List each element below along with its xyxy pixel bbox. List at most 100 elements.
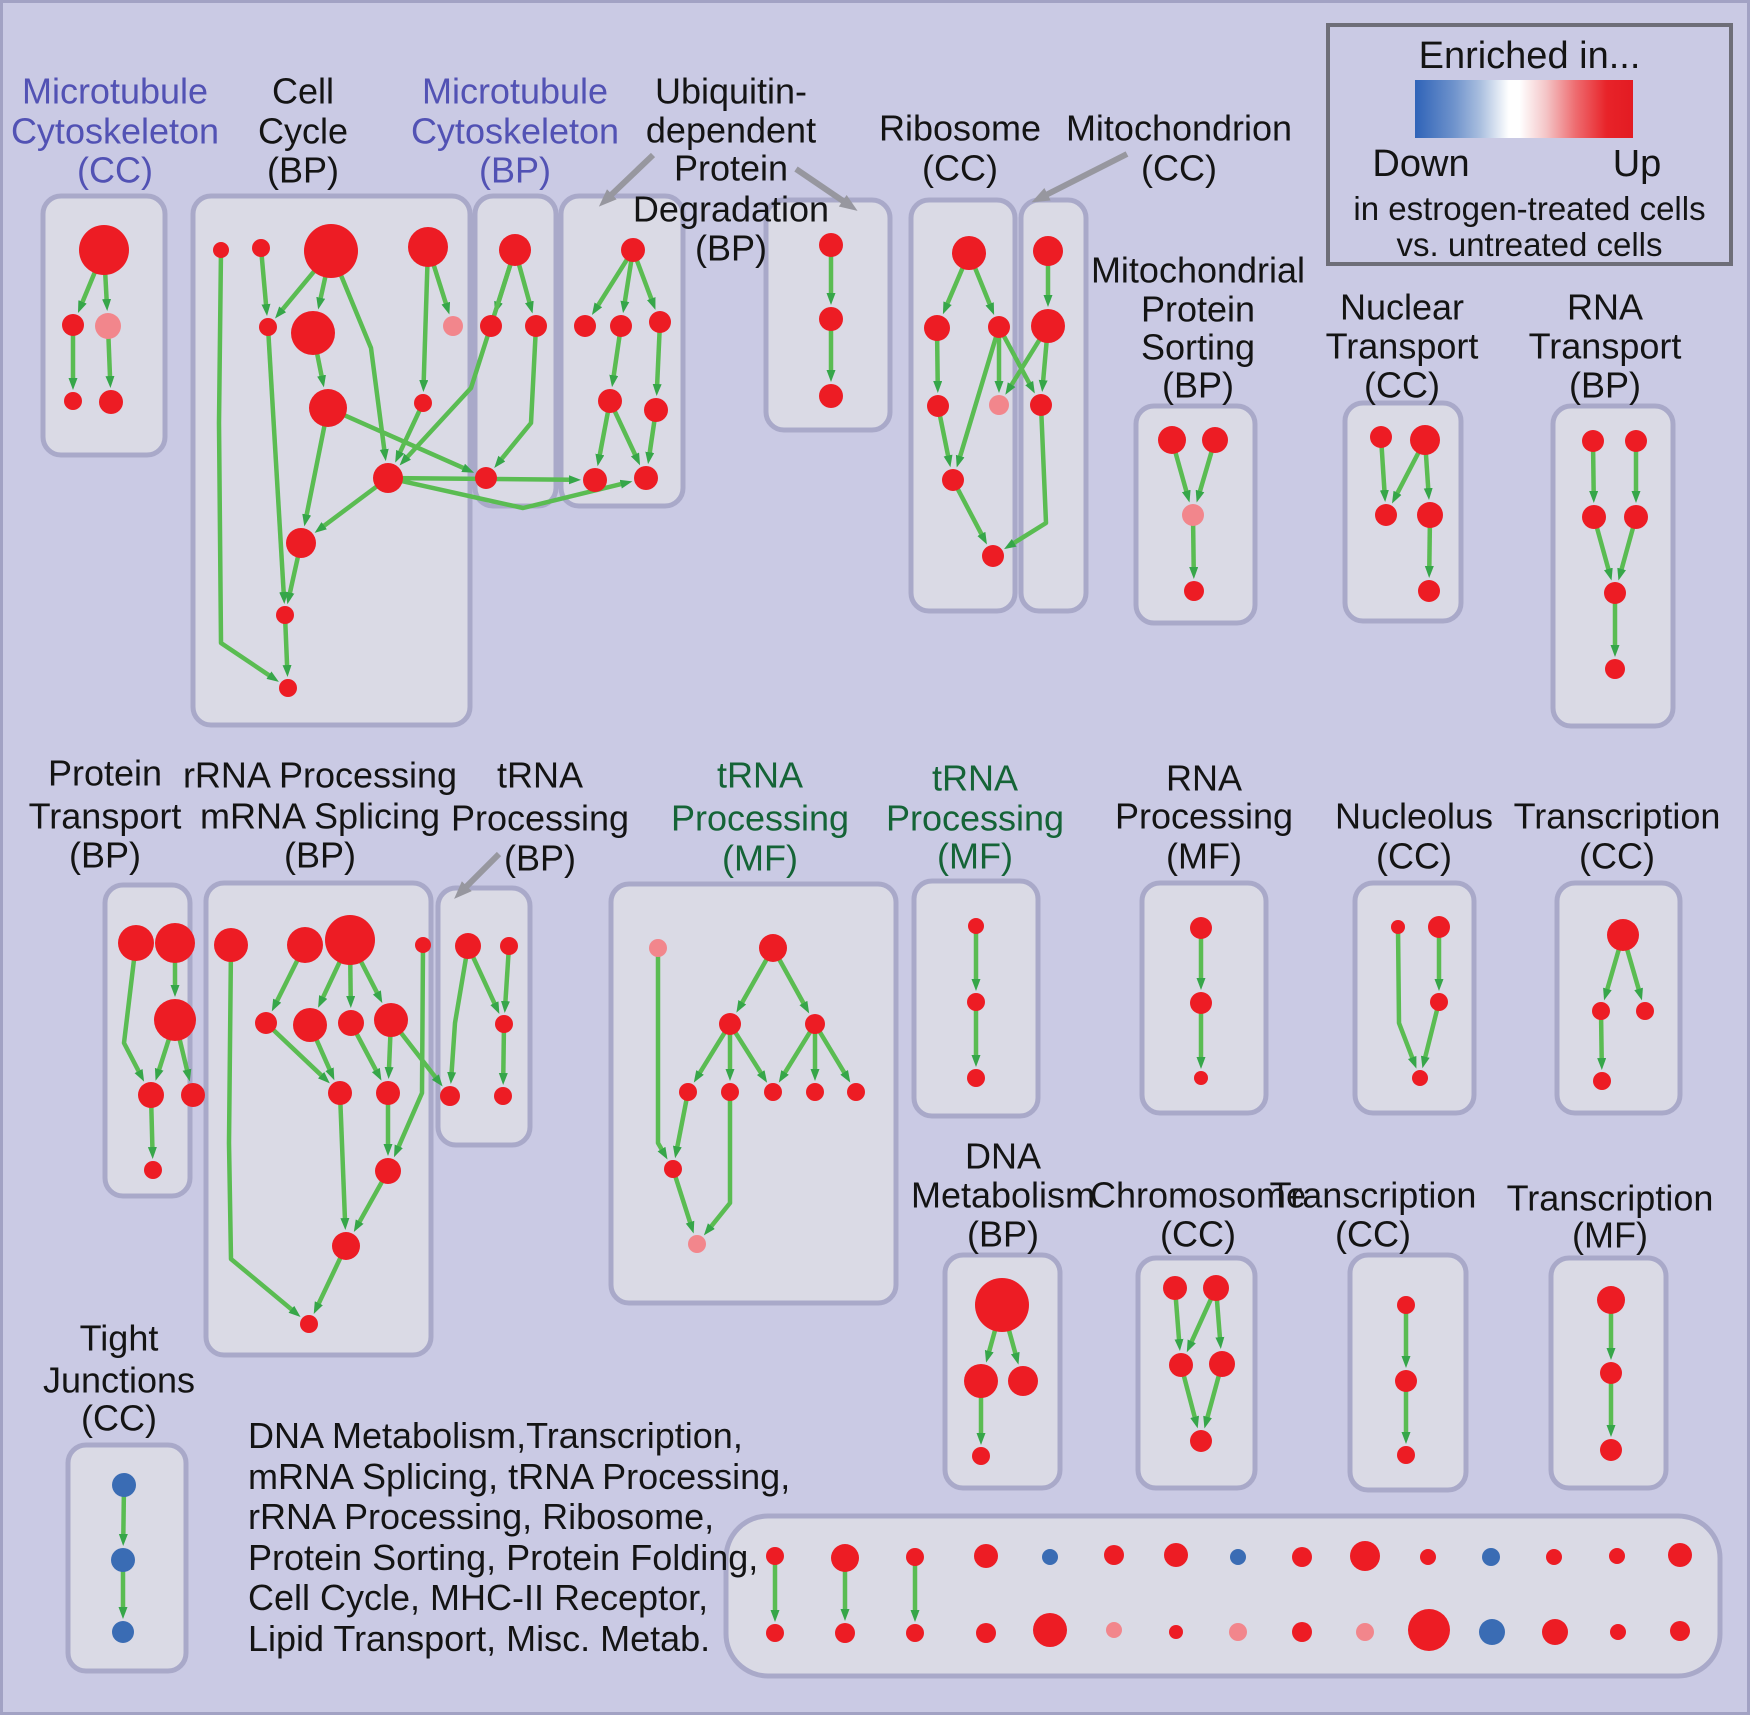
- nodes-layer: [62, 224, 1692, 1651]
- transcription-mf-label: Transcription: [1507, 1178, 1714, 1219]
- edge: [335, 265, 389, 462]
- legend-subtitle-line1: in estrogen-treated cells: [1353, 190, 1706, 227]
- legend-subtitle-line2: vs. untreated cells: [1396, 226, 1663, 263]
- mitochondrion-cc-node: [1030, 394, 1052, 416]
- edge: [1004, 411, 1049, 550]
- microtubule-cytoskeleton-bp-node: [475, 467, 497, 489]
- note-line: Cell Cycle, MHC-II Receptor,: [248, 1577, 709, 1618]
- chromosome-cc-label: (CC): [1160, 1214, 1236, 1255]
- ubiquitin-degradation-bp-2-node: [819, 233, 843, 257]
- microtubule-cytoskeleton-cc-label: Microtubule: [22, 71, 208, 112]
- microtubule-cytoskeleton-bp-label: (BP): [479, 150, 551, 191]
- edge: [942, 261, 968, 315]
- edge: [655, 953, 668, 1160]
- cell-cycle-bp-node: [286, 528, 316, 558]
- edges-layer: [68, 151, 1643, 1622]
- edge: [312, 1033, 335, 1081]
- edge: [226, 955, 301, 1317]
- chromosome-cc-node: [1163, 1276, 1187, 1300]
- dna-metabolism-bp-label: DNA: [965, 1136, 1041, 1177]
- edge: [1423, 448, 1433, 501]
- misc-categories-node: [1169, 1625, 1183, 1639]
- transcription-cc-2-label: Transcription: [1270, 1175, 1477, 1216]
- tight-junctions-cc-label: Tight: [80, 1318, 159, 1359]
- misc-categories-node: [1420, 1549, 1436, 1565]
- misc-categories-node: [1610, 1624, 1626, 1640]
- rna-processing-mf-node: [1190, 917, 1212, 939]
- protein-transport-bp-node: [154, 999, 196, 1041]
- edge: [515, 258, 534, 314]
- rrna-processing-mrna-splicing-bp-node: [374, 1003, 408, 1037]
- edge: [285, 551, 302, 605]
- edge: [419, 258, 430, 393]
- rrna-processing-mrna-splicing-bp-node: [287, 927, 323, 963]
- nuclear-transport-cc-box: [1342, 400, 1464, 624]
- microtubule-cytoskeleton-bp-node: [525, 315, 547, 337]
- misc-categories-node: [1609, 1548, 1625, 1564]
- cell-cycle-bp-node: [443, 316, 463, 336]
- dna-metabolism-bp-node: [1008, 1366, 1038, 1396]
- edge: [269, 1025, 330, 1084]
- edge: [1391, 446, 1423, 504]
- edge: [955, 332, 1000, 468]
- cell-cycle-bp-node: [279, 679, 297, 697]
- rna-transport-bp-label: (BP): [1569, 365, 1641, 406]
- misc-categories-note: DNA Metabolism,Transcription, mRNA Splic…: [248, 1415, 790, 1659]
- nucleolus-cc-node: [1430, 993, 1448, 1011]
- edge: [595, 407, 611, 467]
- edge: [937, 412, 953, 468]
- rrna-processing-mrna-splicing-bp-node: [332, 1232, 360, 1260]
- label-pointer-arrow-icon: [1031, 151, 1129, 203]
- edge: [469, 952, 500, 1015]
- misc-categories-node: [976, 1623, 996, 1643]
- edge: [271, 953, 303, 1012]
- note-line: DNA Metabolism,Transcription,: [248, 1415, 743, 1456]
- dna-metabolism-bp-label: (BP): [967, 1214, 1039, 1255]
- microtubule-cytoskeleton-cc-node: [64, 392, 82, 410]
- transcription-cc-2-node: [1397, 1446, 1415, 1464]
- rna-transport-bp-label: Transport: [1529, 326, 1682, 367]
- edge: [1000, 331, 1035, 394]
- misc-categories-node: [1482, 1548, 1500, 1566]
- ubiquitin-degradation-bp-2-node: [819, 384, 843, 408]
- mitochondrion-cc-box: [1018, 197, 1089, 614]
- edge: [429, 257, 451, 315]
- edge: [121, 953, 145, 1082]
- edge: [500, 951, 511, 1014]
- misc-categories-node: [1479, 1619, 1505, 1645]
- ribosome-cc-label: Ribosome: [879, 108, 1041, 149]
- edge: [609, 332, 623, 388]
- ribosome-cc-node: [942, 469, 964, 491]
- rna-transport-bp-node: [1625, 430, 1647, 452]
- go-enrichment-network-diagram: MicrotubuleCytoskeleton(CC)CellCycle(BP)…: [11, 71, 1723, 1679]
- edge: [259, 253, 271, 317]
- trna-processing-mf-node: [806, 1083, 824, 1101]
- trna-processing-bp-node: [494, 1087, 512, 1105]
- nucleolus-cc-box: [1352, 880, 1477, 1116]
- microtubule-cytoskeleton-cc-node: [95, 313, 121, 339]
- edge: [1180, 1371, 1199, 1429]
- legend-up-label: Up: [1612, 143, 1662, 185]
- protein-transport-bp-node: [181, 1083, 205, 1107]
- mitochondrial-protein-sorting-bp-label: Sorting: [1141, 327, 1255, 368]
- trna-processing-mf-2-node: [968, 918, 984, 934]
- rna-transport-bp-label: RNA: [1567, 287, 1643, 328]
- legend-down-label: Down: [1372, 143, 1470, 185]
- cell-cycle-bp-node: [259, 318, 277, 336]
- edge: [1603, 943, 1623, 1001]
- misc-categories-node: [974, 1544, 998, 1568]
- cell-cycle-bp-node: [213, 242, 229, 258]
- ribosome-cc-node: [924, 315, 950, 341]
- cell-cycle-bp-node: [276, 606, 294, 624]
- edge: [954, 484, 987, 545]
- edge: [314, 481, 383, 533]
- edge: [672, 1096, 690, 1159]
- edge: [338, 1100, 350, 1231]
- rrna-processing-mrna-splicing-bp-node: [255, 1012, 277, 1034]
- trna-processing-mf-2-node: [967, 993, 985, 1011]
- edge: [693, 1028, 729, 1083]
- cell-cycle-bp-node: [304, 224, 358, 278]
- edge: [778, 1027, 814, 1083]
- nuclear-transport-cc-node: [1417, 502, 1443, 528]
